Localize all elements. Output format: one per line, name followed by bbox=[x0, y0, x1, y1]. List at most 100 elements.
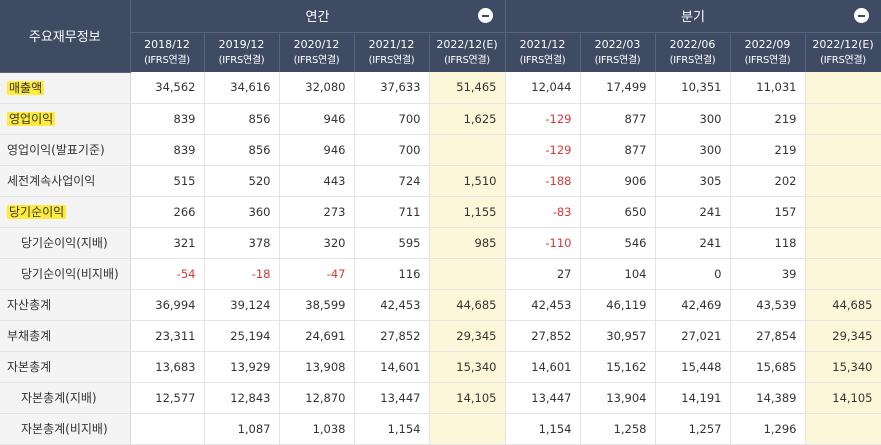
accounting-basis: (IFRS연결) bbox=[594, 54, 641, 66]
table-row: 당기순이익 266 360 273 711 1,155 -83 650 241 157 bbox=[0, 196, 881, 228]
quarterly-value-cell: 44,685 bbox=[805, 289, 881, 321]
row-label-cell: 부채총계 bbox=[0, 320, 131, 352]
quarterly-value-cell: -129 bbox=[505, 134, 581, 166]
annual-period-header: 2018/12 (IFRS연결) bbox=[130, 32, 205, 72]
quarterly-value-cell: -83 bbox=[505, 196, 581, 228]
quarterly-value-cell: 13,904 bbox=[580, 382, 656, 414]
table-row: 영업이익 839 856 946 700 1,625 -129 877 300 219 bbox=[0, 103, 881, 135]
collapse-annual-icon[interactable] bbox=[477, 8, 493, 23]
annual-value-cell: 520 bbox=[204, 165, 280, 197]
annual-value-cell: 839 bbox=[130, 134, 205, 166]
period-label: 2022/09 bbox=[744, 37, 791, 51]
annual-value-cell: 36,994 bbox=[130, 289, 205, 321]
quarterly-value-cell: 15,340 bbox=[805, 351, 881, 383]
annual-value-cell bbox=[429, 413, 506, 445]
quarterly-value-cell: -129 bbox=[505, 103, 581, 135]
quarterly-value-cell: 27,021 bbox=[655, 320, 731, 352]
quarterly-value-cell: 42,469 bbox=[655, 289, 731, 321]
quarterly-value-cell: 15,162 bbox=[580, 351, 656, 383]
annual-value-cell: 12,870 bbox=[279, 382, 355, 414]
annual-value-cell: 32,080 bbox=[279, 72, 355, 104]
row-label: 영업이익(발표기준) bbox=[7, 143, 105, 157]
quarterly-period-header: 2022/06 (IFRS연결) bbox=[655, 32, 731, 72]
period-label: 2022/06 bbox=[669, 37, 716, 51]
quarterly-value-cell: 546 bbox=[580, 227, 656, 259]
annual-value-cell: 839 bbox=[130, 103, 205, 135]
annual-value-cell: 946 bbox=[279, 103, 355, 135]
annual-value-cell: 25,194 bbox=[204, 320, 280, 352]
annual-period-header: 2020/12 (IFRS연결) bbox=[279, 32, 355, 72]
accounting-basis: (IFRS연결) bbox=[293, 54, 340, 66]
quarterly-value-cell: 877 bbox=[580, 134, 656, 166]
quarterly-value-cell: 15,685 bbox=[730, 351, 806, 383]
row-label: 자산총계 bbox=[7, 298, 52, 312]
annual-period-header: 2019/12 (IFRS연결) bbox=[204, 32, 280, 72]
table-corner-title: 주요재무정보 bbox=[0, 0, 131, 73]
quarterly-value-cell: 241 bbox=[655, 227, 731, 259]
quarterly-value-cell: 13,447 bbox=[505, 382, 581, 414]
row-label: 매출액 bbox=[7, 81, 45, 95]
accounting-basis: (IFRS연결) bbox=[144, 54, 190, 66]
annual-value-cell: 13,447 bbox=[354, 382, 430, 414]
table-row: 당기순이익(비지배) -54 -18 -47 116 27 104 0 39 bbox=[0, 258, 881, 290]
row-label: 자본총계(지배) bbox=[21, 391, 97, 405]
quarterly-value-cell: 877 bbox=[580, 103, 656, 135]
row-label-cell: 당기순이익(지배) bbox=[0, 227, 131, 259]
annual-value-cell: 12,577 bbox=[130, 382, 205, 414]
annual-value-cell: 14,601 bbox=[354, 351, 430, 383]
annual-value-cell: 13,683 bbox=[130, 351, 205, 383]
quarterly-value-cell: -110 bbox=[505, 227, 581, 259]
quarterly-value-cell: 14,389 bbox=[730, 382, 806, 414]
row-label: 당기순이익 bbox=[7, 205, 67, 219]
row-label: 세전계속사업이익 bbox=[7, 174, 96, 188]
quarterly-value-cell: 30,957 bbox=[580, 320, 656, 352]
annual-period-header: 2022/12(E) (IFRS연결) bbox=[429, 32, 506, 72]
quarterly-value-cell: 1,258 bbox=[580, 413, 656, 445]
row-label-cell: 자본총계(비지배) bbox=[0, 413, 131, 445]
quarterly-group-header: 분기 bbox=[505, 0, 881, 33]
annual-value-cell: 27,852 bbox=[354, 320, 430, 352]
annual-value-cell: -18 bbox=[204, 258, 280, 290]
period-label: 2021/12 bbox=[519, 37, 566, 51]
accounting-basis: (IFRS연결) bbox=[669, 54, 716, 66]
quarterly-value-cell bbox=[805, 72, 881, 104]
collapse-quarterly-icon[interactable] bbox=[853, 8, 869, 23]
annual-value-cell: 856 bbox=[204, 134, 280, 166]
annual-value-cell: 266 bbox=[130, 196, 205, 228]
annual-value-cell: 29,345 bbox=[429, 320, 506, 352]
quarterly-value-cell: 27,852 bbox=[505, 320, 581, 352]
table-row: 영업이익(발표기준) 839 856 946 700 -129 877 300 219 bbox=[0, 134, 881, 166]
quarterly-value-cell: 1,296 bbox=[730, 413, 806, 445]
quarterly-value-cell: 906 bbox=[580, 165, 656, 197]
quarterly-value-cell: 305 bbox=[655, 165, 731, 197]
quarterly-value-cell: 14,105 bbox=[805, 382, 881, 414]
period-label: 2021/12 bbox=[368, 37, 415, 51]
annual-value-cell: 320 bbox=[279, 227, 355, 259]
quarterly-value-cell: 157 bbox=[730, 196, 806, 228]
annual-value-cell: 360 bbox=[204, 196, 280, 228]
annual-value-cell: -47 bbox=[279, 258, 355, 290]
quarterly-value-cell: 14,191 bbox=[655, 382, 731, 414]
annual-value-cell bbox=[429, 134, 506, 166]
annual-value-cell: 378 bbox=[204, 227, 280, 259]
annual-value-cell bbox=[130, 413, 205, 445]
annual-group-header: 연간 bbox=[130, 0, 506, 33]
row-label: 당기순이익(비지배) bbox=[21, 267, 119, 281]
annual-period-header: 2021/12 (IFRS연결) bbox=[354, 32, 430, 72]
quarterly-value-cell: 0 bbox=[655, 258, 731, 290]
quarterly-value-cell: 39 bbox=[730, 258, 806, 290]
annual-value-cell: 34,562 bbox=[130, 72, 205, 104]
quarterly-value-cell bbox=[805, 258, 881, 290]
annual-value-cell: 116 bbox=[354, 258, 430, 290]
annual-value-cell: 15,340 bbox=[429, 351, 506, 383]
quarterly-value-cell: 241 bbox=[655, 196, 731, 228]
period-label: 2018/12 bbox=[144, 37, 190, 51]
accounting-basis: (IFRS연결) bbox=[519, 54, 566, 66]
row-label: 자본총계 bbox=[7, 360, 52, 374]
annual-value-cell: 700 bbox=[354, 103, 430, 135]
quarterly-value-cell: 300 bbox=[655, 103, 731, 135]
annual-value-cell: 23,311 bbox=[130, 320, 205, 352]
row-label: 자본총계(비지배) bbox=[21, 422, 108, 436]
annual-value-cell: 1,155 bbox=[429, 196, 506, 228]
